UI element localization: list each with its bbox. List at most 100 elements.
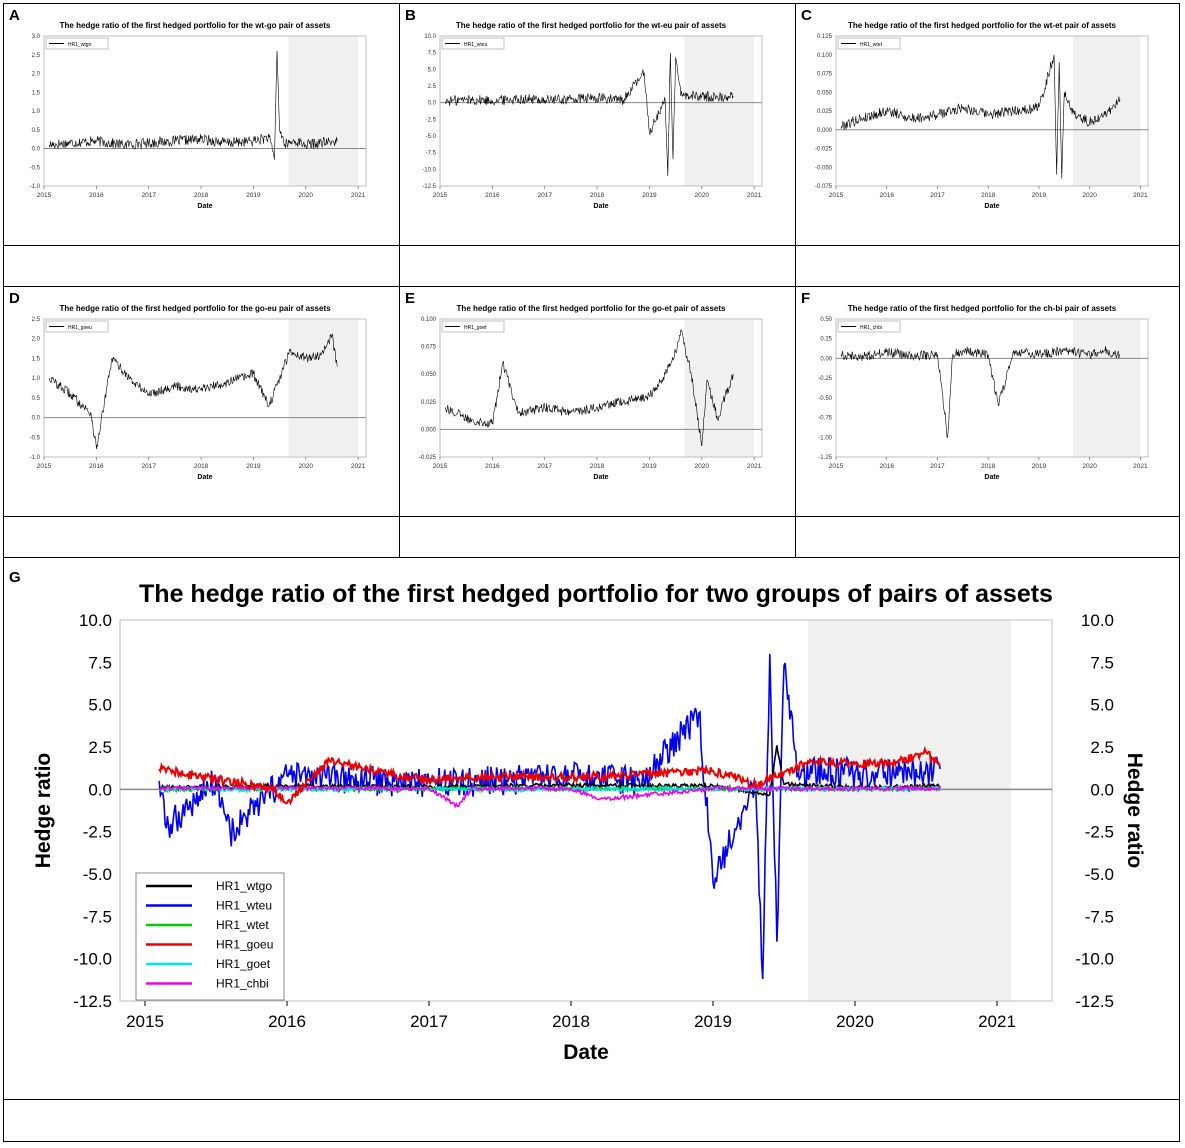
forecast-shading (1072, 319, 1141, 457)
y-tick-label: -7.5 (426, 151, 437, 157)
y-tick-label: 1.5 (32, 90, 41, 96)
x-tick-label: 2018 (981, 463, 996, 470)
y-tick-label-right: -10.0 (1075, 950, 1114, 969)
y-tick-label: 0.025 (817, 109, 833, 115)
legend-box (837, 320, 901, 333)
x-tick-label: 2020 (695, 463, 710, 470)
y-tick-label: -1.0 (30, 184, 41, 190)
panel-f: 0.50 0.25 0.00 -0.25 -0.50 -0.75 -1.00 -1.25 201… (798, 289, 1178, 515)
y-tick-label-left: 7.5 (88, 653, 112, 672)
legend-label: HR1_goet (216, 957, 271, 971)
chart-title: The hedge ratio of the first hedged port… (457, 304, 726, 313)
x-tick-label: 2016 (485, 463, 500, 470)
x-tick-label: 2016 (268, 1012, 306, 1031)
y-tick-label: -12.5 (422, 184, 436, 190)
x-tick-label: 2019 (1032, 463, 1047, 470)
y-tick-label: 0.000 (421, 427, 437, 433)
y-axis-label-left: Hedge ratio (32, 753, 55, 869)
x-tick-label: 2021 (747, 463, 762, 470)
x-tick-label: 2020 (695, 192, 710, 199)
y-tick-label: 0.0 (32, 416, 41, 422)
forecast-shading (684, 36, 755, 186)
x-tick-label: 2020 (299, 463, 314, 470)
legend-box (441, 320, 505, 333)
grid-line (399, 3, 400, 557)
x-tick-label: 2016 (485, 192, 500, 199)
y-tick-label: 2.5 (32, 53, 41, 59)
panel-label-g: G (9, 569, 21, 586)
y-tick-label: -0.25 (818, 376, 832, 382)
series-line-hr1_chbi (158, 783, 941, 809)
y-tick-label: -10.0 (422, 167, 436, 173)
y-tick-label: 0.125 (817, 34, 833, 40)
legend-box (45, 37, 109, 50)
y-tick-label: 0.100 (817, 53, 833, 59)
legend-label: HR1_wtet (860, 42, 883, 48)
y-tick-label: 0.050 (817, 90, 833, 96)
chart-f: 0.50 0.25 0.00 -0.25 -0.50 -0.75 -1.00 -1.25 201… (818, 304, 1149, 481)
series-line-hr1_wtgo (48, 50, 338, 160)
y-tick-label: 7.5 (428, 51, 437, 57)
panel-label-e: E (405, 290, 416, 307)
x-tick-label: 2015 (37, 192, 52, 199)
legend-label: HR1_goeu (216, 938, 273, 952)
y-tick-label-right: 7.5 (1090, 653, 1114, 672)
chart-title: The hedge ratio of the first hedged port… (59, 304, 331, 313)
y-tick-label-left: 0.0 (88, 780, 112, 799)
y-tick-label: 0.5 (32, 128, 41, 134)
chart-c: 0.125 0.100 0.075 0.050 0.025 0.000 -0.025 -0.0… (815, 21, 1149, 210)
plot-area (43, 35, 367, 187)
panel-g: The hedge ratio of the first hedged port… (6, 560, 1176, 1096)
grid-line (3, 245, 1180, 246)
series-line-hr1_goeu (48, 333, 338, 450)
y-tick-label: 0.5 (32, 396, 41, 402)
x-axis-label: Date (197, 474, 212, 481)
y-tick-label-right: 2.5 (1090, 738, 1114, 757)
y-tick-label: -0.5 (30, 435, 41, 441)
y-tick-label: 0.0 (428, 101, 437, 107)
y-tick-label-left: 10.0 (79, 611, 112, 630)
x-tick-label: 2015 (829, 463, 844, 470)
y-tick-label-right: 5.0 (1090, 696, 1114, 715)
legend-box (441, 37, 505, 50)
x-axis-label: Date (593, 203, 608, 210)
panel-d: 2.5 2.0 1.5 1.0 0.5 0.0 -0.5 -1.0 2015 2016 2017 20… (6, 289, 396, 515)
y-tick-label-left: -7.5 (83, 907, 112, 926)
series-line-hr1_wteu (444, 52, 734, 177)
y-tick-label-left: -5.0 (83, 865, 112, 884)
plot-area (119, 619, 1053, 1002)
x-tick-label: 2018 (552, 1012, 590, 1031)
legend-box (135, 872, 285, 1001)
chart-b: 10.0 7.5 5.0 2.5 0.0 -2.5 -5.0 -7.5 -10.0 -12.5 20… (422, 21, 763, 210)
forecast-shading (808, 620, 1012, 1001)
forecast-shading (288, 36, 359, 186)
x-tick-label: 2015 (829, 192, 844, 199)
y-tick-label: -0.050 (815, 165, 833, 171)
x-tick-label: 2021 (351, 463, 366, 470)
y-tick-label-right: 0.0 (1090, 780, 1114, 799)
grid-line (3, 557, 1180, 558)
y-tick-label: 5.0 (428, 67, 437, 73)
x-tick-label: 2018 (194, 463, 209, 470)
y-tick-label: -1.00 (818, 435, 832, 441)
y-tick-label: -1.0 (30, 455, 41, 461)
y-tick-label: 0.00 (820, 356, 832, 362)
x-axis-label: Date (984, 203, 999, 210)
x-tick-label: 2020 (1082, 192, 1097, 199)
x-tick-label: 2016 (89, 463, 104, 470)
forecast-shading (288, 319, 359, 457)
x-tick-label: 2020 (299, 192, 314, 199)
x-tick-label: 2018 (981, 192, 996, 199)
x-tick-label: 2021 (1133, 463, 1148, 470)
legend-label: HR1_wtgo (216, 879, 272, 893)
y-tick-label: -0.025 (419, 455, 437, 461)
panel-b: 10.0 7.5 5.0 2.5 0.0 -2.5 -5.0 -7.5 -10.0 -12.5 20… (402, 6, 792, 244)
chart-title: The hedge ratio of the first hedged port… (60, 21, 331, 30)
x-tick-label: 2017 (930, 463, 945, 470)
chart-title: The hedge ratio of the first hedged port… (848, 21, 1117, 30)
grid-line (795, 3, 796, 557)
x-tick-label: 2019 (1032, 192, 1047, 199)
x-tick-label: 2015 (433, 192, 448, 199)
legend-label: HR1_chbi (860, 325, 882, 331)
x-tick-label: 2017 (537, 463, 552, 470)
